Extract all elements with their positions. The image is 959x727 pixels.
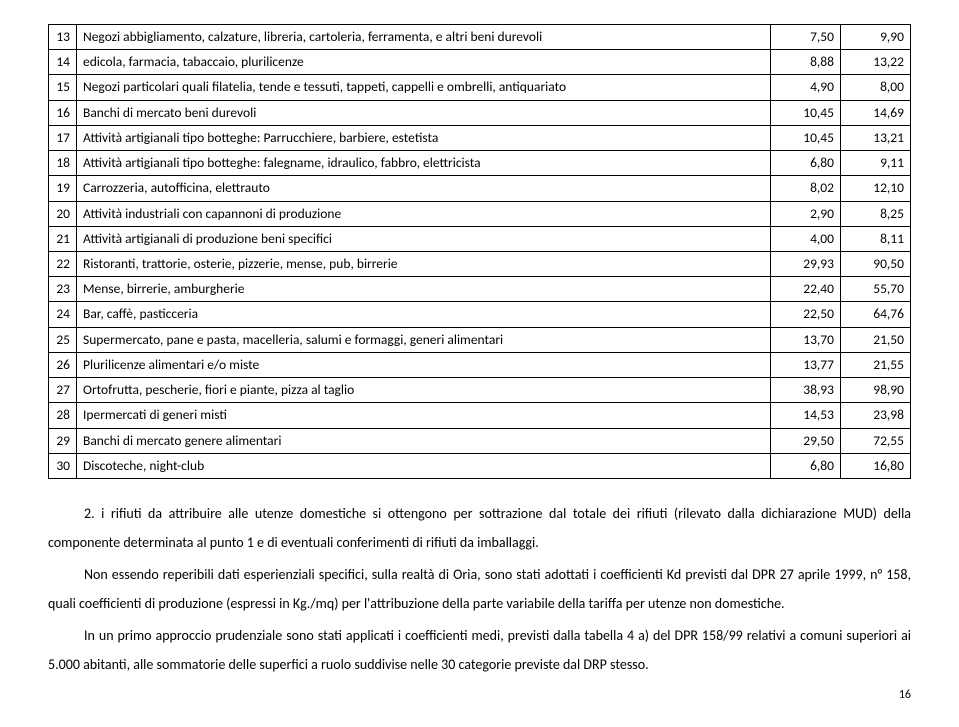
row-value-1: 8,88: [771, 50, 841, 75]
row-value-2: 8,00: [841, 75, 911, 100]
row-value-2: 21,50: [841, 327, 911, 352]
table-row: 20Attività industriali con capannoni di …: [49, 201, 911, 226]
row-value-1: 22,50: [771, 302, 841, 327]
row-description: Negozi particolari quali filatelia, tend…: [77, 75, 771, 100]
row-description: Banchi di mercato beni durevoli: [77, 100, 771, 125]
row-value-1: 38,93: [771, 378, 841, 403]
row-description: Ristoranti, trattorie, osterie, pizzerie…: [77, 251, 771, 276]
table-row: 27Ortofrutta, pescherie, fiori e piante,…: [49, 378, 911, 403]
row-number: 16: [49, 100, 77, 125]
row-description: Ipermercati di generi misti: [77, 403, 771, 428]
row-value-1: 13,77: [771, 352, 841, 377]
row-number: 29: [49, 428, 77, 453]
row-value-1: 10,45: [771, 100, 841, 125]
row-number: 17: [49, 125, 77, 150]
row-description: Discoteche, night-club: [77, 453, 771, 478]
row-value-1: 2,90: [771, 201, 841, 226]
table-row: 28Ipermercati di generi misti14,5323,98: [49, 403, 911, 428]
row-value-1: 29,93: [771, 251, 841, 276]
row-value-1: 8,02: [771, 176, 841, 201]
row-value-1: 14,53: [771, 403, 841, 428]
row-number: 26: [49, 352, 77, 377]
row-number: 22: [49, 251, 77, 276]
row-value-1: 6,80: [771, 151, 841, 176]
table-row: 23Mense, birrerie, amburgherie22,4055,70: [49, 277, 911, 302]
paragraph-3: In un primo approccio prudenziale sono s…: [48, 621, 911, 680]
table-row: 17Attività artigianali tipo botteghe: Pa…: [49, 125, 911, 150]
row-value-2: 23,98: [841, 403, 911, 428]
row-description: Carrozzeria, autofficina, elettrauto: [77, 176, 771, 201]
row-value-2: 64,76: [841, 302, 911, 327]
table-row: 19Carrozzeria, autofficina, elettrauto8,…: [49, 176, 911, 201]
row-number: 15: [49, 75, 77, 100]
row-value-2: 16,80: [841, 453, 911, 478]
row-number: 30: [49, 453, 77, 478]
table-row: 18Attività artigianali tipo botteghe: fa…: [49, 151, 911, 176]
row-number: 14: [49, 50, 77, 75]
row-description: Banchi di mercato genere alimentari: [77, 428, 771, 453]
row-description: Plurilicenze alimentari e/o miste: [77, 352, 771, 377]
row-number: 25: [49, 327, 77, 352]
table-row: 14edicola, farmacia, tabaccaio, plurilic…: [49, 50, 911, 75]
row-description: Supermercato, pane e pasta, macelleria, …: [77, 327, 771, 352]
row-description: Bar, caffè, pasticceria: [77, 302, 771, 327]
row-value-2: 9,11: [841, 151, 911, 176]
row-value-2: 98,90: [841, 378, 911, 403]
coefficients-table: 13Negozi abbigliamento, calzature, libre…: [48, 24, 911, 479]
row-description: Attività artigianali tipo botteghe: fale…: [77, 151, 771, 176]
paragraph-2: Non essendo reperibili dati esperienzial…: [48, 560, 911, 619]
row-description: Ortofrutta, pescherie, fiori e piante, p…: [77, 378, 771, 403]
row-description: Negozi abbigliamento, calzature, libreri…: [77, 25, 771, 50]
row-number: 28: [49, 403, 77, 428]
row-number: 13: [49, 25, 77, 50]
row-value-2: 8,25: [841, 201, 911, 226]
row-description: Attività artigianali tipo botteghe: Parr…: [77, 125, 771, 150]
row-value-2: 72,55: [841, 428, 911, 453]
row-value-1: 4,90: [771, 75, 841, 100]
row-number: 21: [49, 226, 77, 251]
body-text: 2. i rifiuti da attribuire alle utenze d…: [48, 499, 911, 679]
table-row: 25Supermercato, pane e pasta, macelleria…: [49, 327, 911, 352]
row-value-2: 8,11: [841, 226, 911, 251]
row-description: Mense, birrerie, amburgherie: [77, 277, 771, 302]
row-value-2: 55,70: [841, 277, 911, 302]
row-value-2: 90,50: [841, 251, 911, 276]
row-value-2: 14,69: [841, 100, 911, 125]
row-value-1: 6,80: [771, 453, 841, 478]
row-number: 18: [49, 151, 77, 176]
row-value-1: 29,50: [771, 428, 841, 453]
row-number: 20: [49, 201, 77, 226]
row-value-1: 10,45: [771, 125, 841, 150]
paragraph-1: 2. i rifiuti da attribuire alle utenze d…: [48, 499, 911, 558]
table-row: 24Bar, caffè, pasticceria22,5064,76: [49, 302, 911, 327]
row-value-1: 4,00: [771, 226, 841, 251]
row-value-2: 21,55: [841, 352, 911, 377]
table-row: 26Plurilicenze alimentari e/o miste13,77…: [49, 352, 911, 377]
row-value-2: 13,22: [841, 50, 911, 75]
row-value-1: 13,70: [771, 327, 841, 352]
row-description: Attività artigianali di produzione beni …: [77, 226, 771, 251]
row-number: 24: [49, 302, 77, 327]
table-row: 29Banchi di mercato genere alimentari29,…: [49, 428, 911, 453]
row-value-2: 9,90: [841, 25, 911, 50]
page-number: 16: [48, 687, 911, 703]
row-number: 27: [49, 378, 77, 403]
row-description: Attività industriali con capannoni di pr…: [77, 201, 771, 226]
row-value-2: 13,21: [841, 125, 911, 150]
table-row: 15Negozi particolari quali filatelia, te…: [49, 75, 911, 100]
row-value-1: 7,50: [771, 25, 841, 50]
table-row: 21Attività artigianali di produzione ben…: [49, 226, 911, 251]
row-number: 19: [49, 176, 77, 201]
table-row: 16Banchi di mercato beni durevoli10,4514…: [49, 100, 911, 125]
table-row: 13Negozi abbigliamento, calzature, libre…: [49, 25, 911, 50]
row-value-1: 22,40: [771, 277, 841, 302]
row-value-2: 12,10: [841, 176, 911, 201]
table-row: 22Ristoranti, trattorie, osterie, pizzer…: [49, 251, 911, 276]
row-number: 23: [49, 277, 77, 302]
row-description: edicola, farmacia, tabaccaio, plurilicen…: [77, 50, 771, 75]
table-row: 30Discoteche, night-club6,8016,80: [49, 453, 911, 478]
